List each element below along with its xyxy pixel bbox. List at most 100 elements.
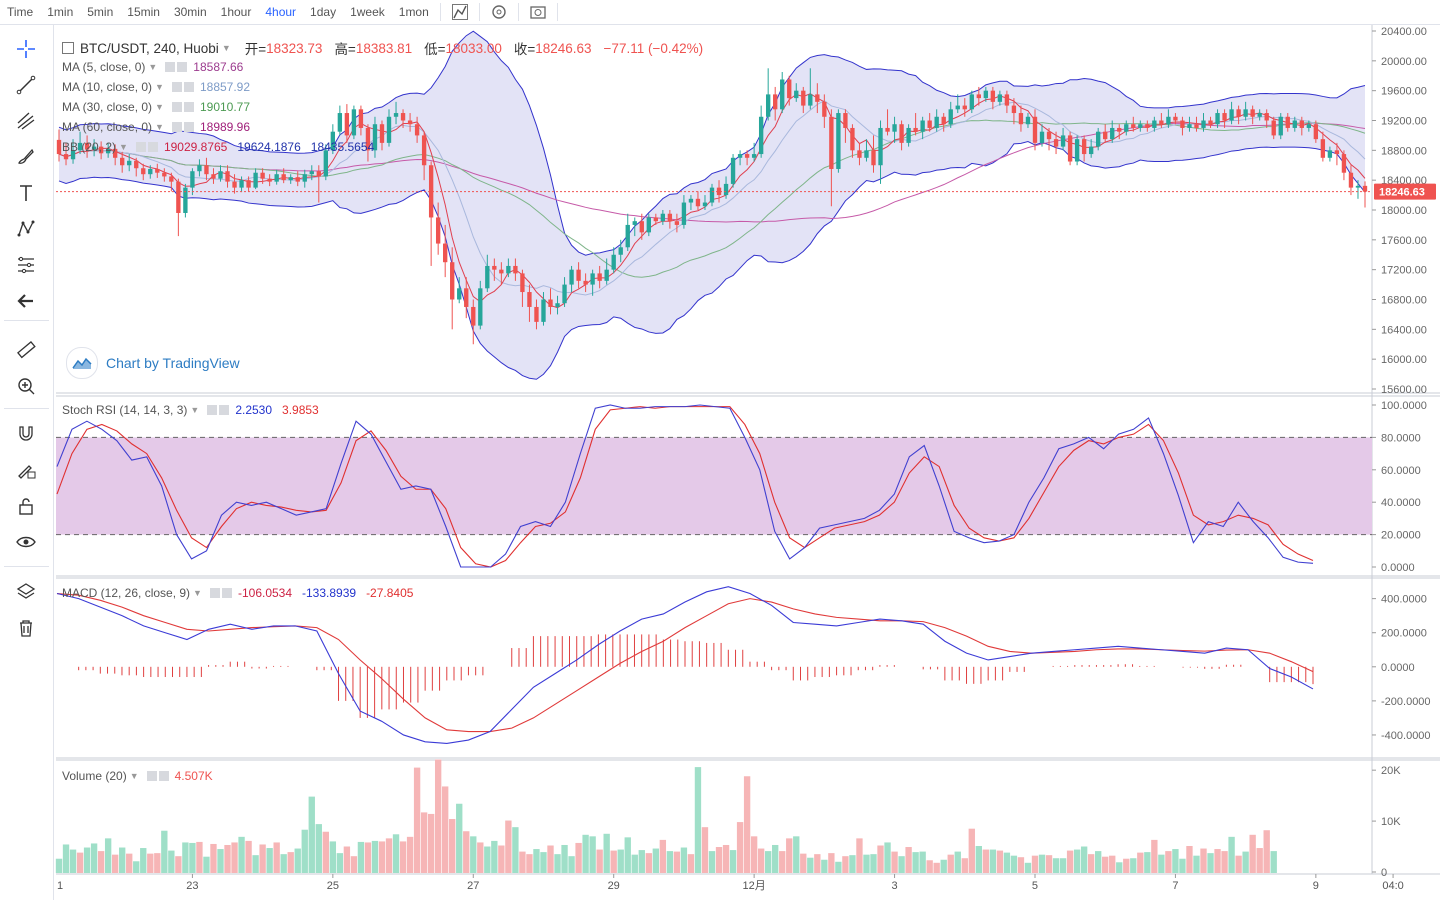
settings-icon[interactable] xyxy=(165,62,176,72)
stoch-dropdown-icon[interactable]: ▼ xyxy=(190,405,200,415)
eye-icon[interactable] xyxy=(12,528,40,556)
layers-icon[interactable] xyxy=(12,578,40,606)
tradingview-credit[interactable]: Chart by TradingView xyxy=(66,346,240,380)
close-icon[interactable] xyxy=(183,102,194,112)
ma5-controls[interactable] xyxy=(165,62,188,72)
candle-body xyxy=(393,113,399,117)
ma30-controls[interactable] xyxy=(171,102,194,112)
lock-drawing-icon[interactable] xyxy=(12,456,40,484)
symbol-legend: BTC/USDT, 240, Huobi ▼ 开= 18323.73 高= 18383… xyxy=(62,38,703,58)
fib-icon[interactable] xyxy=(12,251,40,279)
close-icon[interactable] xyxy=(221,588,232,598)
candle-body xyxy=(1180,120,1185,128)
ma10-controls[interactable] xyxy=(171,82,194,92)
ma60-controls[interactable] xyxy=(171,122,194,132)
volume-bar xyxy=(168,850,175,873)
magnet-icon[interactable] xyxy=(12,420,40,448)
timeframe-15min[interactable]: 15min xyxy=(127,5,160,19)
stoch-controls[interactable] xyxy=(207,405,230,415)
settings-icon[interactable] xyxy=(146,771,157,781)
volume-dropdown-icon[interactable]: ▼ xyxy=(129,771,139,781)
volume-controls[interactable] xyxy=(146,771,169,781)
ma5-dropdown-icon[interactable]: ▼ xyxy=(148,62,158,72)
close-icon[interactable] xyxy=(183,82,194,92)
volume-bar xyxy=(1235,855,1242,873)
high-label: 高= xyxy=(334,42,356,57)
close-icon[interactable] xyxy=(219,405,230,415)
volume-bar xyxy=(1144,852,1151,873)
timeframe-1day[interactable]: 1day xyxy=(310,5,337,19)
chart-type-icon[interactable] xyxy=(448,1,472,23)
indicators-icon[interactable] xyxy=(487,1,511,23)
ma30-legend[interactable]: MA (30, close, 0) ▼ 19010.77 xyxy=(62,100,260,114)
close-icon[interactable] xyxy=(147,142,158,152)
settings-icon[interactable] xyxy=(207,405,218,415)
timeframe-5min[interactable]: 5min xyxy=(87,5,114,19)
timeframe-1week[interactable]: 1week xyxy=(350,5,385,19)
trash-icon[interactable] xyxy=(12,614,40,642)
screenshot-icon[interactable] xyxy=(526,1,550,23)
ma30-dropdown-icon[interactable]: ▼ xyxy=(155,102,164,112)
trendline-icon[interactable] xyxy=(12,71,40,99)
bb-dropdown-icon[interactable]: ▼ xyxy=(119,142,128,152)
stoch-legend[interactable]: Stoch RSI (14, 14, 3, 3) ▼ 2.2530 3.9853 xyxy=(62,403,329,417)
open-label: 开= xyxy=(244,42,267,57)
candle-body xyxy=(239,180,244,188)
ruler-icon[interactable] xyxy=(12,336,40,364)
ma60-dropdown-icon[interactable]: ▼ xyxy=(155,122,164,132)
settings-icon[interactable] xyxy=(171,82,182,92)
settings-icon[interactable] xyxy=(171,102,182,112)
volume-bar xyxy=(842,856,849,873)
volume-legend[interactable]: Volume (20) ▼ 4.507K xyxy=(62,769,223,783)
ma5-legend[interactable]: MA (5, close, 0) ▼ 18587.66 xyxy=(62,60,253,74)
macd-dropdown-icon[interactable]: ▼ xyxy=(193,588,202,598)
settings-icon[interactable] xyxy=(171,122,182,132)
settings-icon[interactable] xyxy=(209,588,220,598)
lock-icon[interactable] xyxy=(12,492,40,520)
candle-body xyxy=(1173,116,1178,121)
candle-body xyxy=(127,160,132,166)
pattern-icon[interactable] xyxy=(12,215,40,243)
brush-icon[interactable] xyxy=(12,143,40,171)
volume-bar xyxy=(870,854,877,873)
timeframe-time[interactable]: Time xyxy=(7,5,34,19)
timeframe-1hour[interactable]: 1hour xyxy=(220,5,252,19)
candle-body xyxy=(885,127,890,132)
ma10-legend[interactable]: MA (10, close, 0) ▼ 18857.92 xyxy=(62,80,260,94)
volume-bar xyxy=(161,830,168,873)
volume-bar xyxy=(905,847,912,873)
volume-bar xyxy=(484,846,491,873)
zoom-in-icon[interactable] xyxy=(12,372,40,400)
pitchfork-icon[interactable] xyxy=(12,107,40,135)
bb-controls[interactable] xyxy=(135,142,158,152)
candle-body xyxy=(899,124,904,143)
symbol-name[interactable]: BTC/USDT, 240, Huobi xyxy=(80,40,219,56)
ma60-legend[interactable]: MA (60, close, 0) ▼ 18989.96 xyxy=(62,120,260,134)
candle-body xyxy=(1327,150,1333,158)
crosshair-icon[interactable] xyxy=(12,35,40,63)
timeframe-30min[interactable]: 30min xyxy=(173,5,207,19)
candle-body xyxy=(1264,113,1269,121)
timeframe-1min[interactable]: 1min xyxy=(47,5,74,19)
macd-controls[interactable] xyxy=(209,588,232,598)
close-icon[interactable] xyxy=(158,771,169,781)
candle-body xyxy=(400,113,406,121)
back-arrow-icon[interactable] xyxy=(12,287,40,315)
text-icon[interactable] xyxy=(12,179,40,207)
close-icon[interactable] xyxy=(183,122,194,132)
macd-legend[interactable]: MACD (12, 26, close, 9) ▼ -106.0534 -133.89… xyxy=(62,586,423,600)
volume-bar xyxy=(1158,854,1165,873)
timeframe-4hour[interactable]: 4hour xyxy=(265,5,297,19)
volume-bar xyxy=(982,849,990,873)
candle-body xyxy=(520,273,525,293)
ma10-dropdown-icon[interactable]: ▼ xyxy=(155,82,164,92)
settings-icon[interactable] xyxy=(135,142,146,152)
timeframe-1mon[interactable]: 1mon xyxy=(398,5,429,19)
volume-bar xyxy=(779,851,786,873)
close-icon[interactable] xyxy=(177,62,188,72)
legend-square-icon[interactable] xyxy=(62,42,74,54)
candle-body xyxy=(534,306,539,322)
bb-legend[interactable]: BB (20, 2) ▼ 19029.8765 19624.1876 18435.565… xyxy=(62,140,384,154)
symbol-dropdown-icon[interactable]: ▼ xyxy=(221,43,231,53)
